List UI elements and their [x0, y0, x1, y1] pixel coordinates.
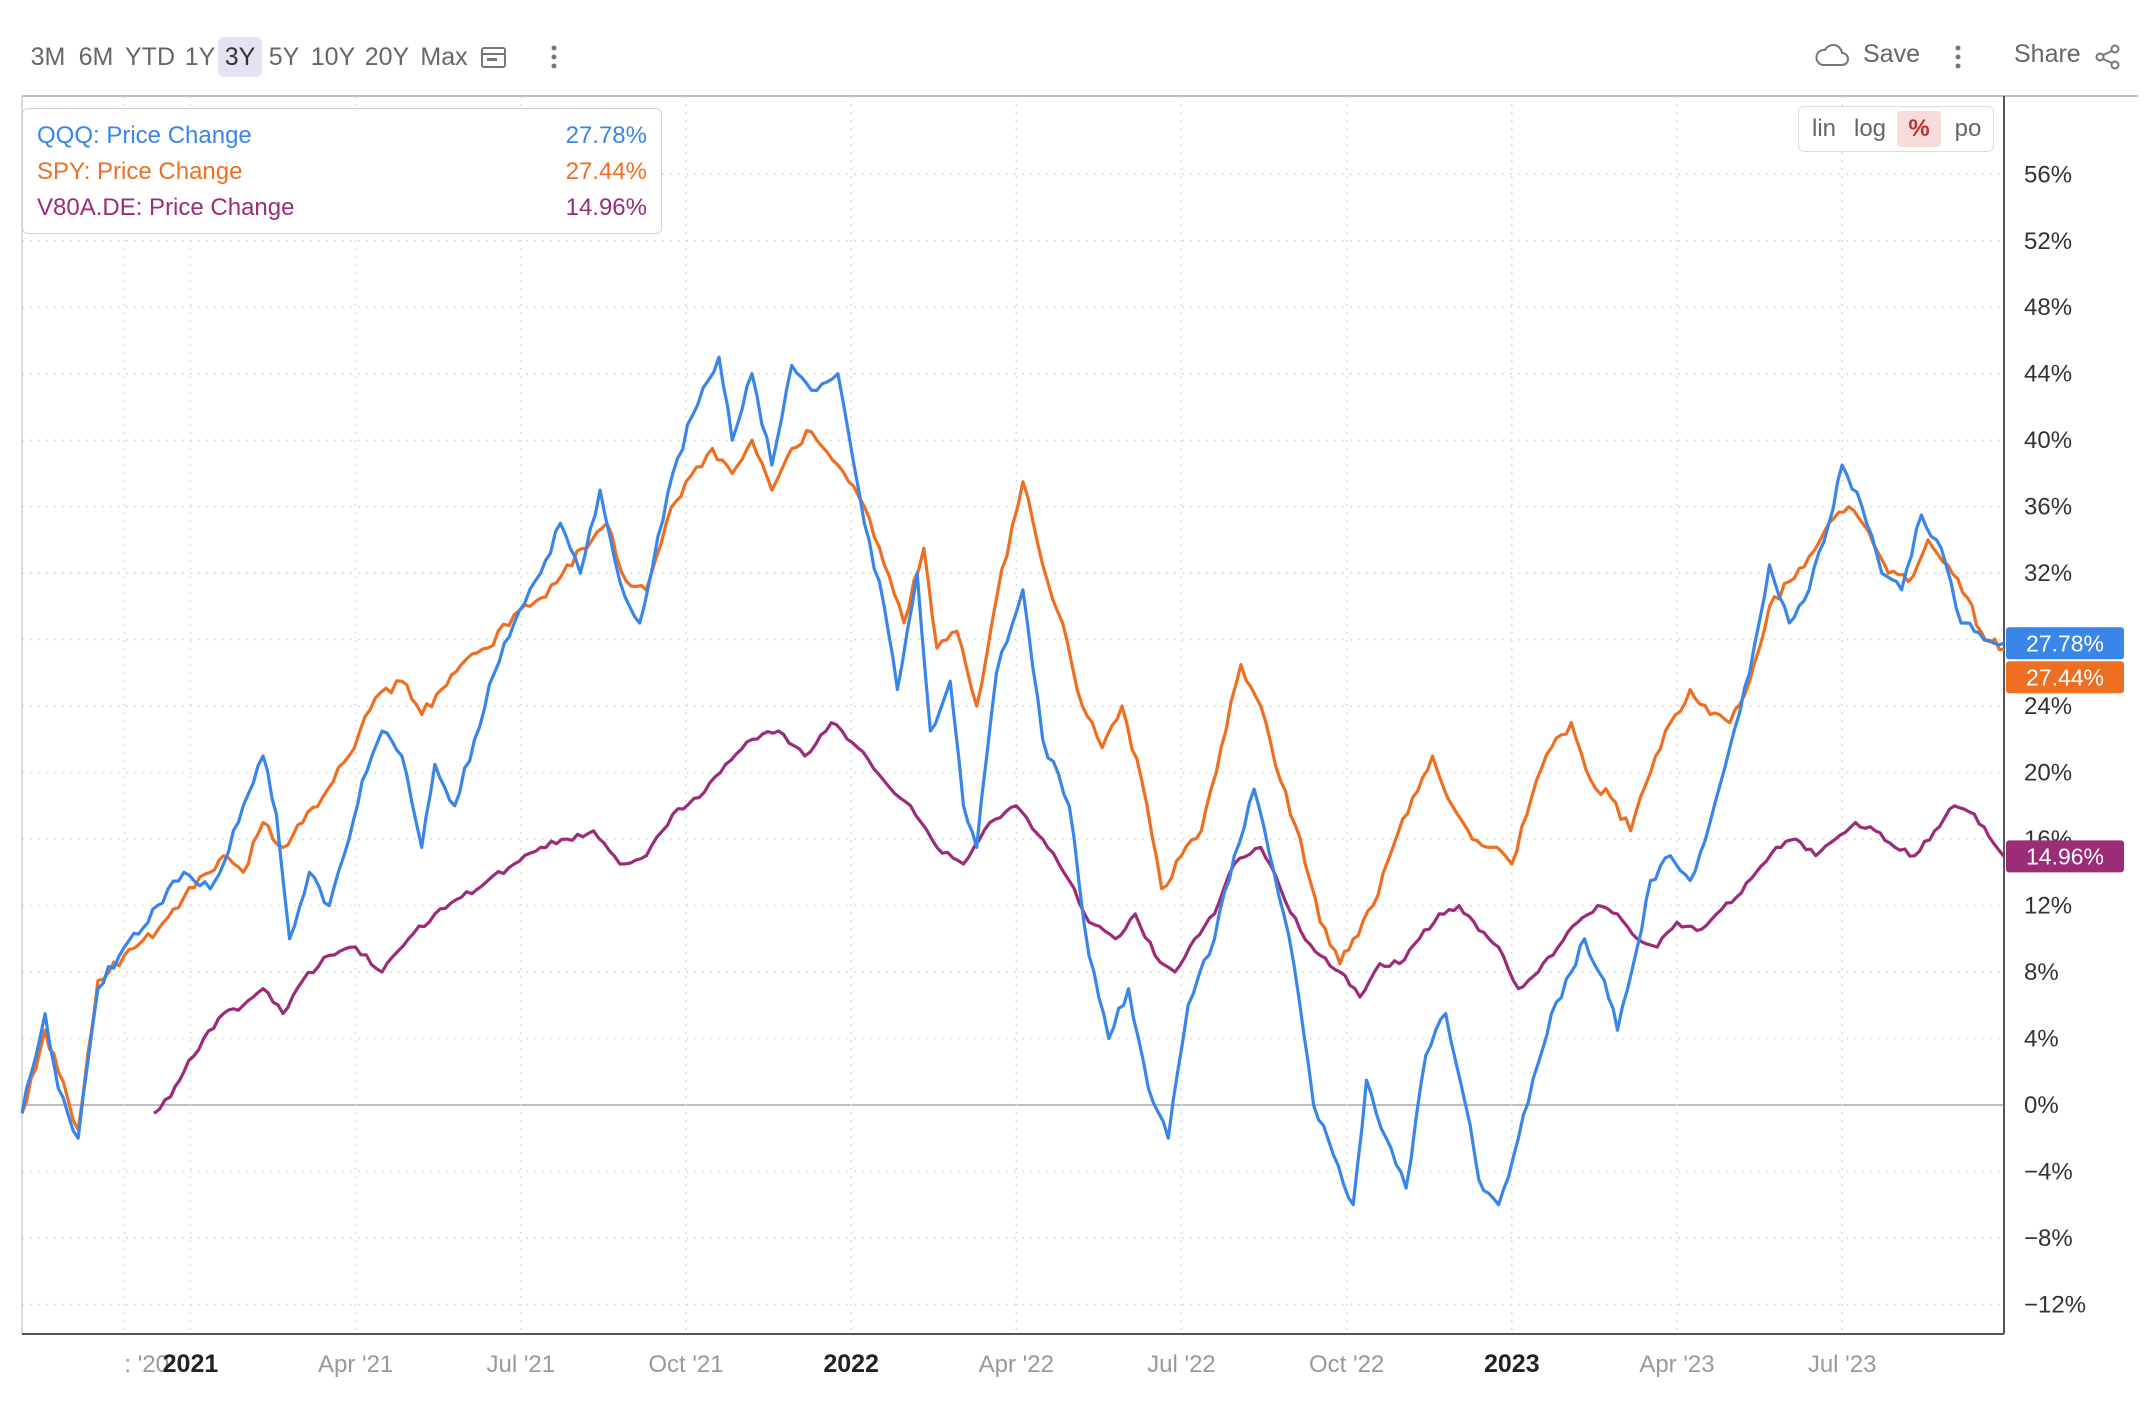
plot-frame — [21, 95, 2138, 1335]
end-label-text: 14.96% — [2026, 843, 2104, 869]
range-6m-button[interactable]: 6M — [78, 43, 114, 71]
legend-name: QQQ: Price Change — [37, 122, 252, 149]
legend-item-qqq[interactable]: QQQ: Price Change 27.78% — [37, 119, 647, 153]
end-label-text: 27.44% — [2026, 664, 2104, 690]
save-button[interactable]: Save — [1863, 40, 1920, 68]
y-tick-label: 8% — [2024, 959, 2059, 986]
series-lines — [20, 355, 2006, 1207]
series-line-qqq — [20, 355, 2005, 1207]
scale-log-button[interactable]: log — [1853, 115, 1887, 142]
legend-value: 14.96% — [565, 194, 647, 221]
x-tick-label: Apr '23 — [1639, 1351, 1714, 1378]
range-10y-button[interactable]: 10Y — [310, 43, 356, 71]
range-1y-button[interactable]: 1Y — [184, 43, 216, 71]
range-3m-button[interactable]: 3M — [30, 43, 66, 71]
y-tick-label: 52% — [2024, 228, 2072, 255]
legend-item-v80a[interactable]: V80A.DE: Price Change 14.96% — [37, 191, 647, 225]
legend-value: 27.44% — [565, 158, 647, 185]
gridlines — [22, 96, 2004, 1334]
x-tick-label: Oct '21 — [648, 1351, 723, 1378]
legend-name: SPY: Price Change — [37, 158, 243, 185]
toolbar: 3M 6M YTD 1Y 3Y 5Y 10Y 20Y Max Save Shar… — [0, 0, 2156, 96]
scale-lin-button[interactable]: lin — [1811, 115, 1836, 142]
end-label-spy — [2006, 661, 2124, 694]
more-options-icon[interactable] — [548, 44, 560, 75]
y-tick-label: 12% — [2024, 893, 2072, 920]
legend-value: 27.78% — [565, 122, 647, 149]
y-tick-label: −4% — [2024, 1158, 2073, 1185]
x-tick-label: 2022 — [823, 1350, 879, 1378]
end-label-text: 27.78% — [2026, 630, 2104, 656]
x-tick-label: : '20 — [124, 1351, 169, 1378]
range-20y-button[interactable]: 20Y — [364, 43, 410, 71]
end-label-v80a-de — [2006, 840, 2124, 873]
y-tick-label: 48% — [2024, 294, 2072, 321]
y-tick-label: 40% — [2024, 427, 2072, 454]
share-button[interactable]: Share — [2014, 40, 2081, 68]
y-tick-label: 32% — [2024, 560, 2072, 587]
end-labels: 27.78% 27.44% 14.96% — [2006, 627, 2124, 873]
legend-item-spy[interactable]: SPY: Price Change 27.44% — [37, 155, 647, 189]
y-tick-label: 0% — [2024, 1092, 2059, 1119]
share-icon[interactable] — [2094, 43, 2122, 76]
y-tick-label: 4% — [2024, 1026, 2059, 1053]
end-label-qqq — [2006, 627, 2124, 660]
scale-toggle: lin log % po — [1798, 106, 1994, 152]
y-tick-label: −8% — [2024, 1225, 2073, 1252]
cloud-icon[interactable] — [1814, 42, 1850, 73]
range-max-button[interactable]: Max — [420, 43, 468, 71]
y-tick-label: 56% — [2024, 161, 2072, 188]
calendar-icon[interactable] — [480, 44, 508, 75]
range-5y-button[interactable]: 5Y — [268, 43, 300, 71]
y-tick-label: −12% — [2024, 1291, 2086, 1318]
x-tick-label: Apr '22 — [979, 1351, 1054, 1378]
y-tick-label: 44% — [2024, 361, 2072, 388]
y-tick-label: 20% — [2024, 760, 2072, 787]
x-tick-label: Apr '21 — [318, 1351, 393, 1378]
range-ytd-button[interactable]: YTD — [125, 43, 175, 71]
scale-po-button[interactable]: po — [1954, 115, 1982, 142]
x-tick-label: Jul '23 — [1808, 1351, 1877, 1378]
series-line-v80a-de — [153, 721, 2006, 1115]
y-tick-label: 24% — [2024, 693, 2072, 720]
legend: QQQ: Price Change 27.78% SPY: Price Chan… — [22, 108, 662, 234]
y-axis: 56%52%48%44%40%36%32%28%24%20%16%12%8%4%… — [2024, 161, 2086, 1318]
legend-name: V80A.DE: Price Change — [37, 194, 295, 221]
save-menu-icon[interactable] — [1952, 44, 1964, 75]
x-tick-label: Jul '21 — [486, 1351, 555, 1378]
y-tick-label: 36% — [2024, 494, 2072, 521]
scale-percent-button[interactable]: % — [1897, 111, 1941, 147]
x-tick-label: Jul '22 — [1147, 1351, 1216, 1378]
x-tick-label: 2021 — [163, 1350, 219, 1378]
range-3y-button[interactable]: 3Y — [218, 37, 262, 77]
x-tick-label: 2023 — [1484, 1350, 1540, 1378]
x-tick-label: Oct '22 — [1309, 1351, 1384, 1378]
series-line-spy — [20, 429, 2005, 1132]
